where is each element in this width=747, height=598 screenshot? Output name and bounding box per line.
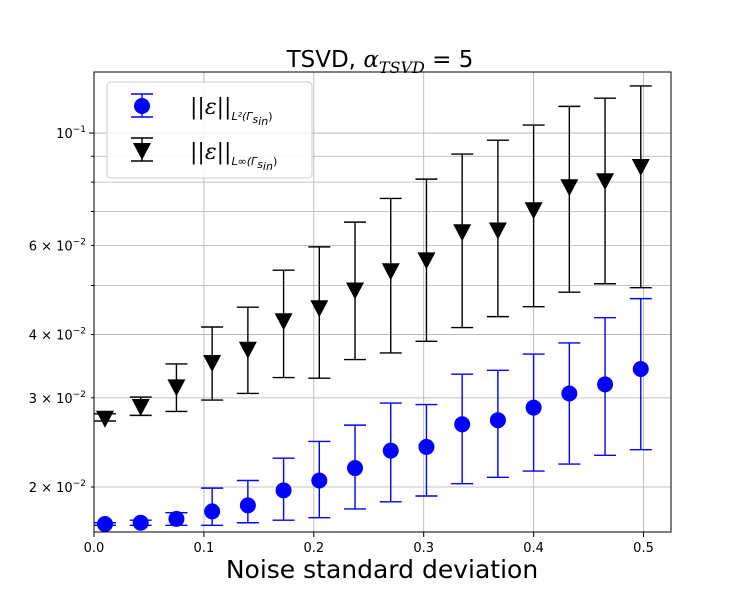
legend-l2-marker xyxy=(134,98,150,114)
x-tick-label: 0.4 xyxy=(523,541,544,556)
x-tick-label: 0.1 xyxy=(194,541,215,556)
L2-point xyxy=(525,399,542,416)
x-tick-label: 0.3 xyxy=(413,541,434,556)
Linf-point xyxy=(346,282,365,300)
legend-entry-l2: ||ε||L²(Γsin) xyxy=(131,93,273,128)
legend-box xyxy=(106,81,313,179)
y-tick-label: 2 × 10−2 xyxy=(29,479,86,496)
x-tick-label: 0.2 xyxy=(303,541,324,556)
x-tick-label: 0.5 xyxy=(633,541,654,556)
legend: ||ε||L²(Γsin) ||ε||L∞(Γsin) xyxy=(106,81,313,179)
x-tick-label: 0.0 xyxy=(84,541,105,556)
legend-linf-label: ||ε||L∞(Γsin) xyxy=(190,140,277,173)
y-tick-label: 10−1 xyxy=(56,125,86,142)
L2-point xyxy=(96,516,113,533)
legend-l2-label: ||ε||L²(Γsin) xyxy=(190,95,273,128)
axes-layer: 0.0 0.1 0.2 0.3 0.4 0.5 10−1 2 × 10−2 3 × 10−2 4 … xyxy=(29,71,672,556)
Linf-point xyxy=(560,179,579,197)
L2-point xyxy=(347,460,364,477)
series-L2 xyxy=(93,297,652,533)
Linf-point xyxy=(274,313,293,331)
Linf-point xyxy=(417,252,436,270)
y-tick-label: 3 × 10−2 xyxy=(29,390,86,407)
L2-point xyxy=(275,482,292,499)
series-Linf xyxy=(93,85,652,428)
plot-frame xyxy=(93,71,672,533)
Linf-point xyxy=(95,410,114,428)
x-axis-label: Noise standard deviation xyxy=(226,555,538,584)
y-tick-label: 6 × 10−2 xyxy=(29,237,86,254)
Linf-point xyxy=(238,341,257,359)
Linf-point xyxy=(203,355,222,373)
Linf-point xyxy=(631,158,650,176)
L2-point xyxy=(418,438,435,455)
Linf-point xyxy=(381,263,400,281)
Linf-point xyxy=(596,173,615,191)
Linf-point xyxy=(167,379,186,397)
L2-point xyxy=(632,361,649,378)
L2-point xyxy=(489,412,506,429)
L2-point xyxy=(204,503,221,520)
y-tick-label: 4 × 10−2 xyxy=(29,327,86,344)
legend-entry-linf: ||ε||L∞(Γsin) xyxy=(131,137,277,173)
Linf-point xyxy=(131,399,150,417)
Linf-point xyxy=(310,300,329,318)
L2-point xyxy=(597,376,614,393)
L2-point xyxy=(454,416,471,433)
L2-point xyxy=(239,497,256,514)
data-layer xyxy=(93,85,652,533)
legend-linf-marker xyxy=(133,143,151,160)
L2-point xyxy=(311,472,328,489)
Linf-point xyxy=(488,222,507,240)
L2-point xyxy=(132,514,149,531)
L2-point xyxy=(561,385,578,402)
L2-point xyxy=(168,510,185,527)
L2-point xyxy=(382,442,399,459)
Linf-point xyxy=(524,202,543,220)
Linf-point xyxy=(453,224,472,242)
